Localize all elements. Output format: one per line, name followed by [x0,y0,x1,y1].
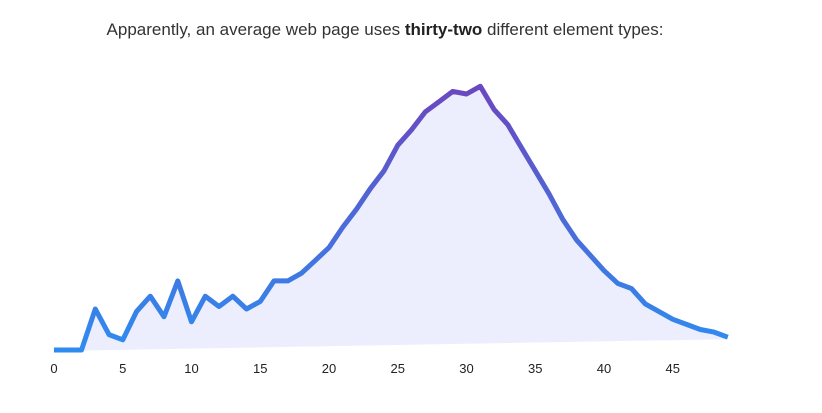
x-tick-label: 15 [253,361,267,376]
x-tick-label: 5 [119,361,126,376]
x-tick-label: 10 [184,361,198,376]
chart-headline: Apparently, an average web page uses thi… [0,20,770,40]
x-tick-label: 40 [597,361,611,376]
headline-text-before: Apparently, an average web page uses [106,20,405,39]
x-tick-label: 25 [391,361,405,376]
area-fill [54,86,728,352]
x-tick-label: 45 [666,361,680,376]
x-tick-label: 35 [528,361,542,376]
series-line [54,83,729,353]
headline-text-after: different element types: [482,20,664,39]
x-tick-label: 20 [322,361,336,376]
x-tick-label: 0 [50,361,57,376]
headline-emphasis: thirty-two [404,20,483,39]
x-tick-label: 30 [459,361,473,376]
